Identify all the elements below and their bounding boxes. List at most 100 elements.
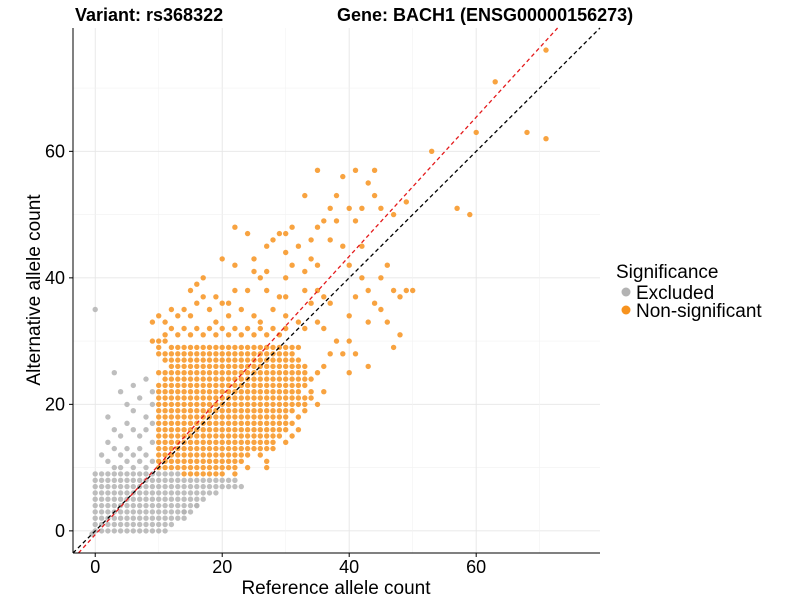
point-excluded <box>124 445 130 452</box>
point-excluded <box>130 515 136 521</box>
point-excluded <box>124 458 130 464</box>
point-non-significant <box>251 268 257 275</box>
point-non-significant <box>175 382 181 389</box>
point-excluded <box>149 483 156 490</box>
x-tick-label: 20 <box>212 557 232 577</box>
point-non-significant <box>295 243 302 249</box>
point-non-significant <box>213 319 219 325</box>
point-non-significant <box>257 408 263 414</box>
point-non-significant <box>365 319 371 325</box>
point-excluded <box>111 483 118 490</box>
point-non-significant <box>175 427 181 433</box>
point-non-significant <box>168 306 175 313</box>
point-non-significant <box>200 275 206 281</box>
point-non-significant <box>238 376 244 382</box>
point-non-significant <box>232 439 238 445</box>
point-non-significant <box>206 439 213 445</box>
point-non-significant <box>175 458 181 464</box>
point-non-significant <box>270 401 276 408</box>
point-excluded <box>162 490 168 496</box>
point-excluded <box>200 496 206 502</box>
point-non-significant <box>162 414 168 420</box>
point-non-significant <box>244 439 251 445</box>
point-excluded <box>130 382 136 389</box>
point-non-significant <box>295 344 302 351</box>
point-non-significant <box>454 205 460 211</box>
point-non-significant <box>187 458 194 464</box>
point-non-significant <box>206 471 213 477</box>
point-excluded <box>194 502 200 509</box>
point-non-significant <box>251 363 257 370</box>
point-non-significant <box>175 370 181 376</box>
point-non-significant <box>156 408 162 414</box>
point-non-significant <box>232 414 238 420</box>
point-excluded <box>111 496 118 502</box>
point-non-significant <box>181 427 187 433</box>
point-non-significant <box>194 452 200 458</box>
point-excluded <box>187 502 194 509</box>
point-non-significant <box>244 357 251 363</box>
point-non-significant <box>194 389 200 395</box>
point-non-significant <box>194 471 200 477</box>
point-non-significant <box>225 464 232 471</box>
point-excluded <box>143 509 149 515</box>
point-non-significant <box>187 313 194 319</box>
point-non-significant <box>213 458 219 464</box>
point-excluded <box>206 490 213 496</box>
point-non-significant <box>283 344 289 351</box>
point-non-significant <box>238 439 244 445</box>
point-excluded <box>117 521 124 528</box>
point-non-significant <box>200 452 206 458</box>
point-non-significant <box>194 281 200 287</box>
point-non-significant <box>340 243 346 249</box>
point-non-significant <box>251 256 257 262</box>
point-non-significant <box>206 433 213 439</box>
point-non-significant <box>251 376 257 382</box>
point-non-significant <box>206 408 213 414</box>
point-excluded <box>117 483 124 490</box>
point-non-significant <box>264 458 270 464</box>
point-non-significant <box>168 344 175 351</box>
point-excluded <box>130 477 136 483</box>
point-non-significant <box>213 414 219 420</box>
point-non-significant <box>308 395 314 401</box>
point-excluded <box>130 496 136 502</box>
point-excluded <box>117 477 124 483</box>
point-non-significant <box>238 433 244 439</box>
point-excluded <box>143 483 149 490</box>
point-non-significant <box>244 351 251 357</box>
point-non-significant <box>194 357 200 363</box>
point-excluded <box>200 483 206 490</box>
point-non-significant <box>270 325 276 332</box>
point-non-significant <box>187 414 194 420</box>
point-excluded <box>124 509 130 515</box>
point-non-significant <box>264 408 270 414</box>
point-non-significant <box>213 332 219 338</box>
point-non-significant <box>264 427 270 433</box>
point-non-significant <box>162 319 168 325</box>
point-non-significant <box>257 370 263 376</box>
point-non-significant <box>219 414 225 420</box>
point-non-significant <box>175 357 181 363</box>
point-non-significant <box>187 445 194 452</box>
point-excluded <box>105 502 111 509</box>
point-non-significant <box>200 433 206 439</box>
point-non-significant <box>181 344 187 351</box>
point-non-significant <box>200 427 206 433</box>
point-excluded <box>156 490 162 496</box>
point-non-significant <box>206 370 213 376</box>
point-non-significant <box>187 287 194 294</box>
point-non-significant <box>289 382 295 389</box>
point-non-significant <box>270 370 276 376</box>
point-non-significant <box>283 351 289 357</box>
point-excluded <box>137 509 143 515</box>
point-non-significant <box>371 192 378 199</box>
point-non-significant <box>232 357 238 363</box>
point-non-significant <box>276 408 283 414</box>
point-non-significant <box>168 363 175 370</box>
point-excluded <box>124 528 130 534</box>
point-excluded <box>162 509 168 515</box>
point-non-significant <box>232 452 238 458</box>
point-excluded <box>149 496 156 502</box>
point-excluded <box>162 477 168 483</box>
